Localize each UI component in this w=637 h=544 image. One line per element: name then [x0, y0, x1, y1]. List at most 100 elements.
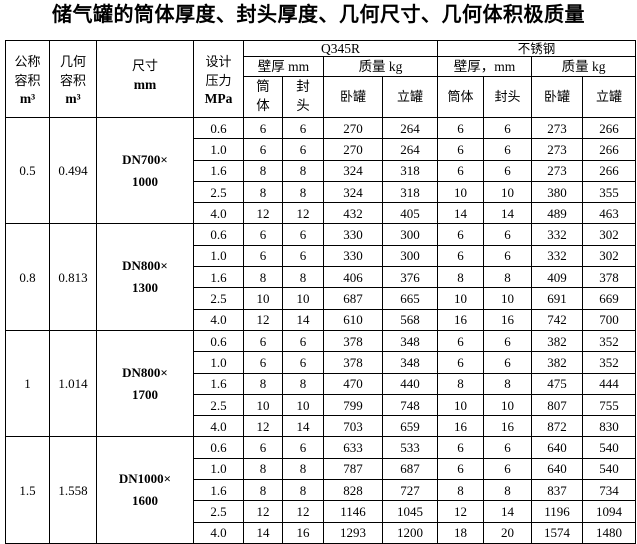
table-row: 1.6 8 8 406 376 8 8 409 378 — [6, 266, 637, 289]
ss-vertical-mass-cell: 700 — [582, 308, 637, 331]
ss-vertical-mass-cell: 830 — [582, 415, 637, 438]
table-row: 0.5 0.494 DN700× 1000 0.6 6 6 270 264 6 6 273 266 — [5, 116, 637, 225]
q345r-head-cell: 10 — [282, 287, 324, 310]
ss-shell-cell: 6 — [437, 116, 485, 140]
ss-head-cell: 20 — [483, 521, 533, 544]
q345r-vertical-mass-cell: 659 — [381, 415, 439, 438]
q345r-vertical-mass-cell: 300 — [381, 244, 439, 268]
q345r-vertical-mass-cell: 376 — [381, 266, 439, 289]
q345r-horizontal-mass-cell: 406 — [323, 266, 383, 289]
size-line: 1300 — [132, 280, 158, 296]
pressure-cell: 0.6 — [193, 223, 244, 246]
ss-shell-cell: 6 — [437, 436, 485, 459]
q345r-shell-cell: 8 — [243, 457, 283, 481]
ss-vertical-mass-cell: 266 — [582, 138, 637, 161]
q345r-shell-cell: 8 — [243, 479, 283, 502]
tank-spec-table: 公称 容积 m³ 几何 容积 m³ 尺寸 mm 设计 压力 MPa Q345R … — [5, 40, 637, 544]
header-wall-thickness-ss: 壁厚，mm — [437, 56, 533, 77]
q345r-shell-cell: 6 — [243, 116, 283, 140]
ss-horizontal-mass-cell: 489 — [531, 202, 584, 225]
table-row: 1.0 6 6 378 348 6 6 382 352 — [6, 351, 637, 374]
ss-horizontal-mass-cell: 1574 — [531, 521, 584, 544]
header-vertical-ss: 立罐 — [582, 76, 637, 118]
q345r-horizontal-mass-cell: 432 — [323, 202, 383, 225]
table-row: 1 1.014 DN800× 1700 0.6 6 6 378 348 6 6 382 352 — [5, 329, 637, 438]
pressure-cell: 1.6 — [193, 266, 244, 289]
q345r-vertical-mass-cell: 318 — [381, 180, 439, 204]
pressure-cell: 2.5 — [193, 393, 244, 417]
ss-head-cell: 14 — [483, 202, 533, 225]
header-text: 容积 — [59, 73, 86, 89]
q345r-horizontal-mass-cell: 610 — [323, 308, 383, 331]
ss-head-cell: 10 — [483, 180, 533, 204]
document-title: 储气罐的筒体厚度、封头厚度、几何尺寸、几何体积极质量 — [52, 4, 585, 26]
table-row: 1.0 8 8 787 687 6 6 640 540 — [6, 457, 637, 481]
q345r-horizontal-mass-cell: 270 — [323, 116, 383, 140]
ss-vertical-mass-cell: 266 — [582, 159, 637, 182]
ss-horizontal-mass-cell: 332 — [531, 223, 584, 246]
pressure-cell: 2.5 — [193, 500, 244, 523]
size-cell: DN700× 1000 — [96, 116, 194, 225]
ss-horizontal-mass-cell: 382 — [531, 329, 584, 353]
header-unit: m³ — [19, 90, 36, 106]
q345r-shell-cell: 12 — [243, 308, 283, 331]
q345r-horizontal-mass-cell: 787 — [323, 457, 383, 481]
size-line: DN700× — [122, 151, 168, 167]
q345r-head-cell: 6 — [282, 436, 324, 459]
q345r-vertical-mass-cell: 665 — [381, 287, 439, 310]
ss-vertical-mass-cell: 266 — [582, 116, 637, 140]
header-text: 几何 — [59, 54, 86, 70]
q345r-horizontal-mass-cell: 703 — [323, 415, 383, 438]
ss-vertical-mass-cell: 378 — [582, 266, 637, 289]
q345r-head-cell: 8 — [282, 479, 324, 502]
ss-horizontal-mass-cell: 475 — [531, 372, 584, 395]
ss-vertical-mass-cell: 1094 — [582, 500, 637, 523]
q345r-shell-cell: 12 — [243, 415, 283, 438]
q345r-head-cell: 10 — [282, 393, 324, 417]
q345r-head-cell: 6 — [282, 351, 324, 374]
ss-vertical-mass-cell: 355 — [582, 180, 637, 204]
ss-head-cell: 8 — [483, 479, 533, 502]
header-unit: MPa — [204, 90, 233, 106]
header-head-ss: 封头 — [483, 76, 533, 118]
q345r-shell-cell: 6 — [243, 244, 283, 268]
q345r-vertical-mass-cell: 264 — [381, 138, 439, 161]
table-row: 1.5 1.558 DN1000× 1600 0.6 6 6 633 533 6 6 640 540 — [5, 436, 637, 544]
ss-vertical-mass-cell: 444 — [582, 372, 637, 395]
ss-shell-cell: 6 — [437, 223, 485, 246]
pressure-cell: 4.0 — [193, 415, 244, 438]
ss-head-cell: 6 — [483, 351, 533, 374]
ss-horizontal-mass-cell: 837 — [531, 479, 584, 502]
size-cell: DN1000× 1600 — [96, 436, 194, 544]
ss-vertical-mass-cell: 669 — [582, 287, 637, 310]
ss-vertical-mass-cell: 302 — [582, 244, 637, 268]
ss-horizontal-mass-cell: 640 — [531, 457, 584, 481]
q345r-horizontal-mass-cell: 633 — [323, 436, 383, 459]
q345r-shell-cell: 6 — [243, 351, 283, 374]
q345r-horizontal-mass-cell: 687 — [323, 287, 383, 310]
ss-head-cell: 6 — [483, 138, 533, 161]
geometric-volume-cell: 0.813 — [49, 223, 97, 331]
q345r-shell-cell: 12 — [243, 500, 283, 523]
pressure-cell: 1.6 — [193, 479, 244, 502]
q345r-horizontal-mass-cell: 1146 — [323, 500, 383, 523]
size-cell: DN800× 1300 — [96, 223, 194, 331]
ss-vertical-mass-cell: 1480 — [582, 521, 637, 544]
table-body: 0.5 0.494 DN700× 1000 0.6 6 6 270 264 6 6 273 266 1.0… — [5, 116, 637, 544]
ss-horizontal-mass-cell: 691 — [531, 287, 584, 310]
table-row: 2.5 10 10 687 665 10 10 691 669 — [6, 287, 637, 310]
q345r-horizontal-mass-cell: 470 — [323, 372, 383, 395]
q345r-head-cell: 6 — [282, 116, 324, 140]
pressure-cell: 0.6 — [193, 116, 244, 140]
geometric-volume-cell: 1.014 — [49, 329, 97, 438]
ss-vertical-mass-cell: 540 — [582, 457, 637, 481]
q345r-shell-cell: 8 — [243, 180, 283, 204]
ss-shell-cell: 14 — [437, 202, 485, 225]
ss-head-cell: 6 — [483, 223, 533, 246]
q345r-shell-cell: 8 — [243, 159, 283, 182]
q345r-shell-cell: 8 — [243, 266, 283, 289]
pressure-cell: 2.5 — [193, 180, 244, 204]
ss-horizontal-mass-cell: 273 — [531, 159, 584, 182]
ss-vertical-mass-cell: 540 — [582, 436, 637, 459]
pressure-cell: 1.0 — [193, 244, 244, 268]
